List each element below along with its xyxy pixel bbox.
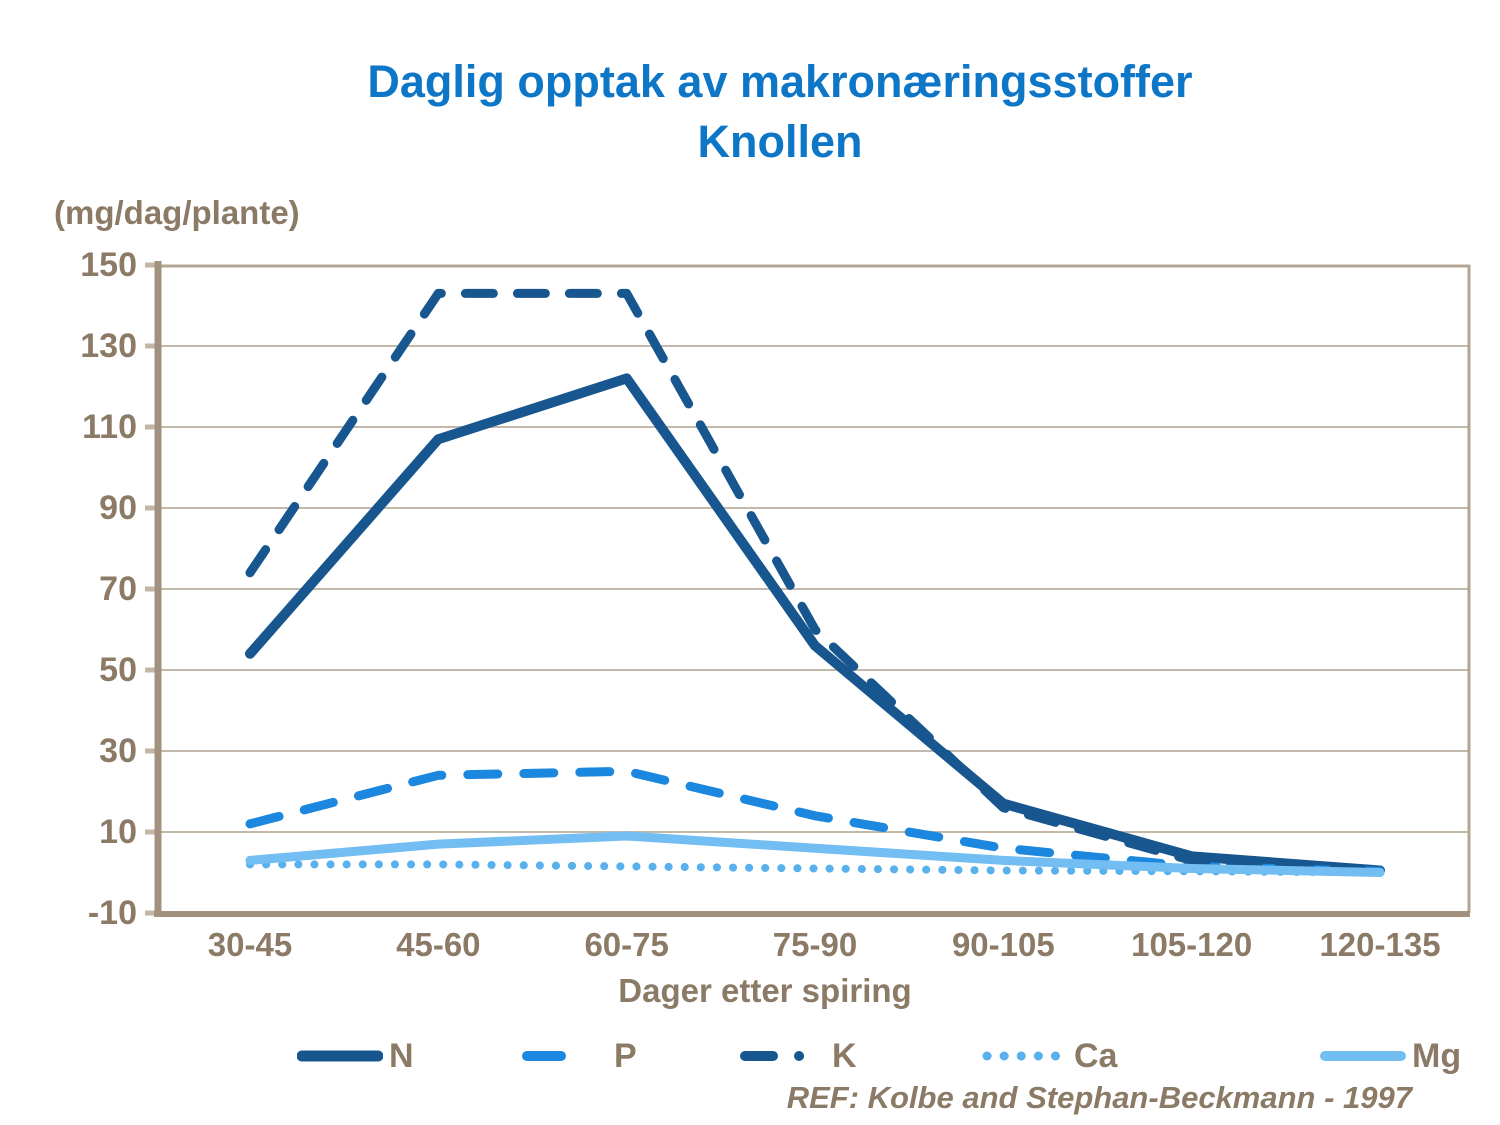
y-axis-unit-label: (mg/dag/plante) xyxy=(54,194,300,231)
x-tick-label: 45-60 xyxy=(396,926,481,963)
legend-label-Mg: Mg xyxy=(1412,1036,1462,1075)
x-tick-label: 30-45 xyxy=(207,926,293,963)
y-tick-label: 90 xyxy=(99,489,137,527)
y-tick-label: 50 xyxy=(99,651,137,689)
legend-swatch-K xyxy=(740,1051,826,1061)
series-line-Mg xyxy=(245,831,1385,877)
y-tick-label: 130 xyxy=(80,327,137,365)
y-tick-label: 70 xyxy=(99,570,137,608)
series-line-K xyxy=(245,288,1385,875)
x-axis-title: Dager etter spiring xyxy=(618,972,912,1009)
y-tick-label: 30 xyxy=(99,732,137,770)
legend-swatch-N xyxy=(297,1050,383,1062)
legend-item-Mg: Mg xyxy=(1320,1036,1461,1076)
legend-label-K: K xyxy=(832,1036,857,1075)
legend-item-Ca: Ca xyxy=(982,1036,1117,1076)
legend-item-P: P xyxy=(522,1036,637,1076)
chart-title: Daglig opptak av makronæringsstoffer Kno… xyxy=(60,52,1500,172)
y-tick-label: -10 xyxy=(87,894,137,932)
x-tick-label: 60-75 xyxy=(584,926,669,963)
y-tick-label: 150 xyxy=(80,246,137,284)
x-tick-label: 120-135 xyxy=(1319,926,1441,963)
legend-swatch-Ca xyxy=(982,1051,1068,1061)
legend-item-K: K xyxy=(740,1036,857,1076)
x-tick-label: 105-120 xyxy=(1131,926,1253,963)
legend-label-N: N xyxy=(389,1036,414,1075)
x-tick-label: 75-90 xyxy=(772,926,858,963)
chart-title-line1: Daglig opptak av makronæringsstoffer xyxy=(367,56,1193,107)
legend-item-N: N xyxy=(297,1036,414,1076)
x-tick-label: 90-105 xyxy=(951,926,1055,963)
y-tick-label: 10 xyxy=(99,813,137,851)
legend-swatch-Mg xyxy=(1320,1051,1406,1061)
reference-citation: REF: Kolbe and Stephan-Beckmann - 1997 xyxy=(786,1080,1412,1115)
legend-label-Ca: Ca xyxy=(1074,1036,1118,1075)
legend-label-P: P xyxy=(614,1036,637,1075)
legend-swatch-P xyxy=(522,1051,608,1061)
series-line-Ca xyxy=(246,860,1384,877)
y-tick-label: 110 xyxy=(82,408,137,446)
chart-title-line2: Knollen xyxy=(697,116,863,167)
